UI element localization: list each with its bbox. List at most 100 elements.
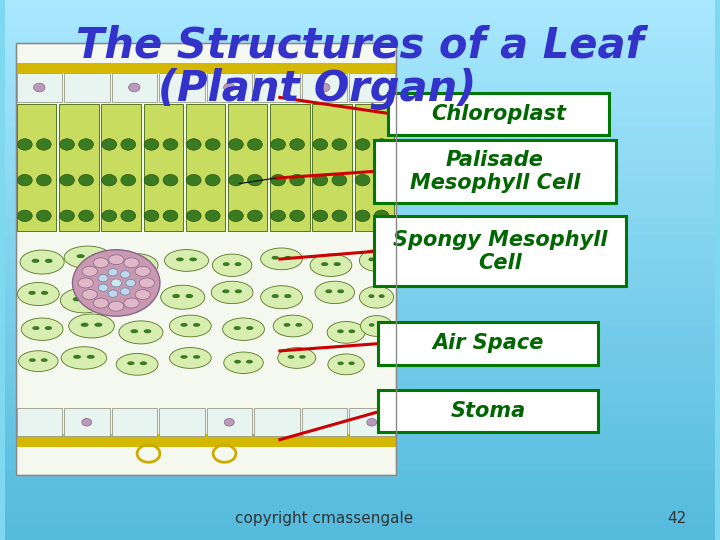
Bar — [5, 378, 715, 387]
Bar — [5, 126, 715, 135]
Bar — [5, 108, 715, 117]
Ellipse shape — [205, 139, 220, 150]
Ellipse shape — [45, 326, 52, 330]
Ellipse shape — [186, 139, 201, 150]
Bar — [5, 18, 715, 27]
Bar — [5, 198, 715, 207]
Bar — [5, 0, 715, 9]
Circle shape — [82, 418, 91, 426]
Bar — [5, 360, 715, 369]
Text: (Plant Organ): (Plant Organ) — [158, 68, 477, 110]
Ellipse shape — [135, 266, 150, 276]
Ellipse shape — [17, 139, 32, 150]
Bar — [5, 216, 715, 225]
Bar — [5, 99, 715, 108]
Ellipse shape — [211, 281, 253, 303]
Ellipse shape — [374, 139, 389, 150]
Bar — [16, 43, 395, 475]
Bar — [5, 153, 715, 162]
Ellipse shape — [374, 210, 389, 221]
Bar — [5, 342, 715, 351]
Ellipse shape — [261, 248, 302, 269]
Ellipse shape — [61, 347, 107, 369]
Ellipse shape — [60, 288, 107, 313]
Ellipse shape — [181, 323, 188, 327]
Text: Stoma: Stoma — [450, 401, 526, 421]
Ellipse shape — [325, 289, 332, 293]
Ellipse shape — [102, 210, 117, 221]
Circle shape — [129, 83, 140, 92]
Ellipse shape — [121, 139, 135, 150]
Ellipse shape — [235, 289, 242, 293]
Ellipse shape — [315, 281, 354, 303]
Ellipse shape — [82, 289, 97, 300]
Ellipse shape — [32, 326, 40, 330]
Bar — [312, 104, 352, 231]
Circle shape — [73, 249, 160, 316]
Ellipse shape — [332, 139, 347, 150]
Ellipse shape — [332, 210, 347, 221]
FancyBboxPatch shape — [374, 216, 626, 286]
FancyBboxPatch shape — [388, 93, 608, 135]
Bar — [5, 162, 715, 171]
Ellipse shape — [144, 210, 159, 221]
Ellipse shape — [37, 174, 51, 186]
Ellipse shape — [163, 139, 178, 150]
Ellipse shape — [369, 323, 374, 327]
Bar — [5, 54, 715, 63]
Bar — [302, 73, 347, 102]
Circle shape — [111, 279, 122, 287]
Ellipse shape — [91, 254, 99, 258]
Bar — [16, 43, 395, 475]
Ellipse shape — [284, 323, 290, 327]
Bar — [5, 171, 715, 180]
Bar — [5, 279, 715, 288]
Ellipse shape — [348, 329, 355, 333]
Ellipse shape — [73, 297, 81, 301]
Bar — [5, 234, 715, 243]
Ellipse shape — [248, 139, 262, 150]
Bar — [5, 450, 715, 459]
Bar — [5, 324, 715, 333]
Ellipse shape — [278, 348, 315, 368]
Ellipse shape — [19, 351, 58, 372]
Ellipse shape — [284, 294, 292, 298]
Circle shape — [225, 418, 234, 426]
Ellipse shape — [87, 297, 95, 301]
Bar — [5, 441, 715, 450]
Ellipse shape — [369, 258, 374, 261]
Bar — [5, 270, 715, 279]
Ellipse shape — [327, 321, 365, 343]
Ellipse shape — [139, 278, 155, 288]
Ellipse shape — [41, 291, 48, 295]
Bar — [5, 252, 715, 261]
Circle shape — [318, 83, 330, 92]
Ellipse shape — [355, 210, 370, 221]
Ellipse shape — [136, 289, 144, 293]
Bar — [5, 135, 715, 144]
Ellipse shape — [359, 249, 394, 271]
Bar — [5, 423, 715, 432]
Bar — [159, 73, 204, 102]
Ellipse shape — [60, 139, 74, 150]
Ellipse shape — [295, 323, 302, 327]
Ellipse shape — [248, 174, 262, 186]
FancyBboxPatch shape — [374, 140, 616, 202]
Ellipse shape — [140, 361, 147, 365]
Bar — [16, 63, 395, 73]
Ellipse shape — [130, 329, 138, 333]
Bar — [5, 189, 715, 198]
Ellipse shape — [355, 139, 370, 150]
Bar — [5, 306, 715, 315]
Ellipse shape — [271, 174, 286, 186]
Ellipse shape — [186, 210, 201, 221]
Ellipse shape — [189, 258, 197, 261]
Bar — [5, 315, 715, 324]
Ellipse shape — [337, 329, 343, 333]
Circle shape — [34, 83, 45, 92]
Bar — [17, 104, 56, 231]
Bar — [228, 104, 267, 231]
Bar — [17, 73, 63, 102]
Bar — [5, 459, 715, 468]
Text: copyright cmassengale: copyright cmassengale — [235, 511, 413, 526]
